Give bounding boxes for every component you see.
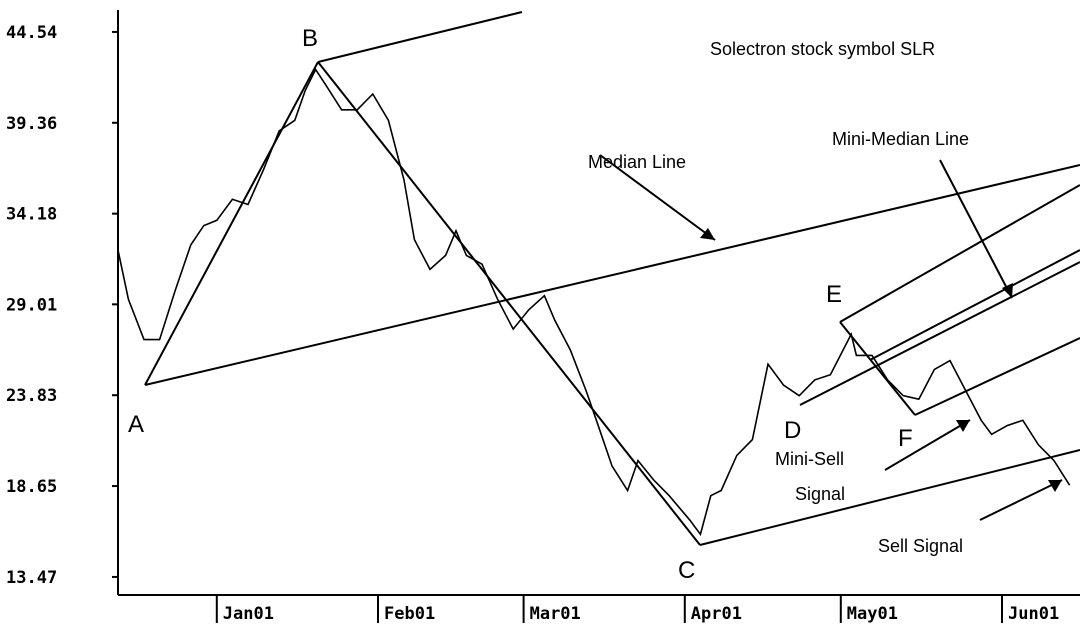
y-tick-label: 18.65	[6, 477, 57, 497]
x-tick-label: Feb01	[384, 604, 435, 624]
y-tick-label: 29.01	[6, 295, 57, 315]
x-tick-label: May01	[847, 604, 898, 624]
x-tick-label: Mar01	[530, 604, 581, 624]
x-tick-label: Apr01	[691, 604, 742, 624]
annotation: A	[128, 411, 144, 438]
pitchfork-lines	[144, 11, 1080, 546]
annotation: B	[302, 25, 318, 52]
annotation: D	[784, 417, 801, 444]
x-tick-label: Jun01	[1008, 604, 1059, 624]
annotation: Mini-Sell	[775, 449, 844, 469]
y-tick-label: 39.36	[6, 114, 57, 134]
y-tick-label: 13.47	[6, 568, 57, 588]
annotation: F	[898, 425, 913, 452]
annotation: E	[826, 281, 842, 308]
x-tick-label: Jan01	[223, 604, 274, 624]
annotation: Signal	[795, 484, 845, 504]
y-tick-label: 34.18	[6, 205, 57, 225]
annotation: C	[678, 557, 695, 584]
annotation: Median Line	[588, 152, 686, 172]
price-line	[117, 67, 1071, 537]
annotation: Sell Signal	[878, 536, 963, 556]
annotation: Mini-Median Line	[832, 129, 969, 149]
y-tick-label: 23.83	[6, 386, 57, 406]
y-tick-label: 44.54	[6, 23, 57, 43]
chart-title: Solectron stock symbol SLR	[710, 39, 935, 59]
